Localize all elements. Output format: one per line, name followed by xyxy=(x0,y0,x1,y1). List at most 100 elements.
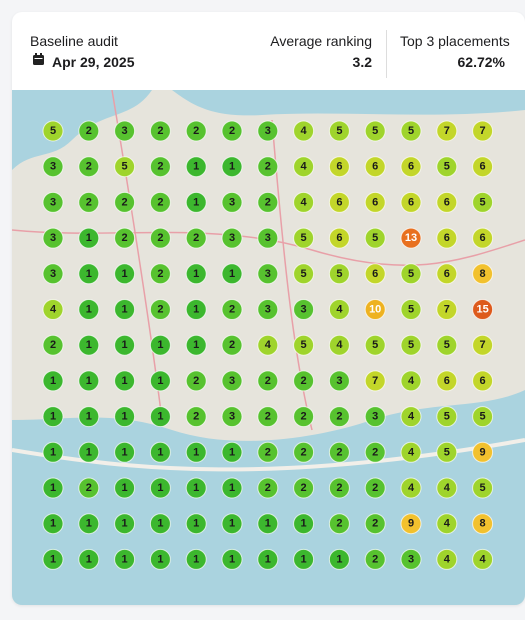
rank-marker xyxy=(42,334,64,356)
rank-marker xyxy=(328,548,350,570)
rank-marker xyxy=(42,120,64,142)
rank-label: 1 xyxy=(86,375,92,387)
rank-marker xyxy=(149,191,171,213)
average-value: 3.2 xyxy=(352,54,372,70)
rank-label: 7 xyxy=(444,304,450,316)
rank-marker xyxy=(42,299,64,320)
rank-label: 2 xyxy=(157,196,163,208)
rank-marker xyxy=(400,477,422,499)
rank-label: 5 xyxy=(372,125,378,137)
rank-label: 6 xyxy=(444,232,450,244)
rank-marker xyxy=(221,513,243,535)
rank-marker xyxy=(221,191,243,213)
rank-marker xyxy=(400,370,422,392)
rank-label: 8 xyxy=(480,518,486,530)
rank-marker xyxy=(78,513,100,535)
title: Baseline audit xyxy=(30,33,118,49)
rank-label: 2 xyxy=(265,446,271,458)
rank-label: 1 xyxy=(86,518,92,530)
rank-label: 2 xyxy=(372,482,378,494)
rank-label: 2 xyxy=(265,482,271,494)
rank-label: 3 xyxy=(50,268,56,280)
rank-label: 5 xyxy=(408,268,414,280)
rank-label: 1 xyxy=(193,161,199,173)
rank-label: 5 xyxy=(480,196,486,208)
rank-label: 5 xyxy=(301,232,307,244)
rank-label: 1 xyxy=(50,518,56,530)
rank-marker xyxy=(400,548,422,570)
rank-marker xyxy=(436,299,458,320)
rank-marker xyxy=(149,477,171,499)
rank-marker xyxy=(114,441,136,463)
rank-marker xyxy=(221,120,243,142)
rank-label: 2 xyxy=(193,232,199,244)
rank-marker xyxy=(114,227,136,249)
rank-label: 1 xyxy=(122,339,128,351)
rank-label: 1 xyxy=(301,553,307,565)
rank-marker xyxy=(257,263,279,285)
rank-label: 5 xyxy=(372,232,378,244)
rank-label: 7 xyxy=(444,125,450,137)
rank-label: 5 xyxy=(480,482,486,494)
rank-marker xyxy=(42,513,64,535)
rank-marker xyxy=(364,513,386,535)
rank-marker xyxy=(364,548,386,570)
rank-label: 2 xyxy=(86,125,92,137)
rank-label: 5 xyxy=(408,339,414,351)
rank-marker xyxy=(221,263,243,285)
rank-label: 6 xyxy=(408,161,414,173)
rank-marker xyxy=(400,120,422,142)
rank-marker xyxy=(472,299,494,320)
rank-label: 15 xyxy=(476,304,488,316)
rank-label: 1 xyxy=(86,304,92,316)
rank-label: 5 xyxy=(408,125,414,137)
rank-label: 1 xyxy=(336,553,342,565)
barrier-island xyxy=(12,438,525,472)
rank-label: 1 xyxy=(157,553,163,565)
rank-marker xyxy=(328,441,350,463)
rank-marker xyxy=(472,477,494,499)
rank-marker xyxy=(42,156,64,178)
rank-marker xyxy=(436,441,458,463)
rank-marker xyxy=(257,441,279,463)
rank-label: 1 xyxy=(86,268,92,280)
rank-label: 3 xyxy=(229,232,235,244)
rank-marker xyxy=(257,120,279,142)
rank-marker xyxy=(114,156,136,178)
rank-label: 4 xyxy=(301,125,308,137)
rank-label: 10 xyxy=(369,304,381,316)
rank-marker xyxy=(149,120,171,142)
rank-marker xyxy=(472,441,494,463)
rank-marker xyxy=(78,441,100,463)
rank-marker xyxy=(328,477,350,499)
rank-label: 6 xyxy=(372,268,378,280)
rank-label: 2 xyxy=(157,232,163,244)
rank-marker xyxy=(364,406,386,428)
map: 5 2 3 2 2 2 3 4 5 5 5 7 73 2 5 2 1 1 2 4 6 6 6 5 63 2 2 2 1 3 2 4 6 6 6 6 53… xyxy=(12,90,525,605)
rank-label: 1 xyxy=(86,446,92,458)
average-label: Average ranking xyxy=(270,33,372,49)
rank-marker xyxy=(400,191,422,213)
rank-label: 1 xyxy=(301,518,307,530)
calendar-icon xyxy=(33,53,44,65)
rank-label: 3 xyxy=(122,125,128,137)
rank-label: 6 xyxy=(444,268,450,280)
rank-label: 4 xyxy=(444,482,451,494)
rank-marker xyxy=(293,120,315,142)
rank-marker xyxy=(114,548,136,570)
rank-marker xyxy=(257,334,279,356)
rank-marker xyxy=(436,334,458,356)
rank-label: 1 xyxy=(86,553,92,565)
date: Apr 29, 2025 xyxy=(52,54,135,70)
rank-marker xyxy=(185,120,207,142)
rank-label: 2 xyxy=(193,411,199,423)
rank-label: 4 xyxy=(444,518,451,530)
rank-marker xyxy=(149,548,171,570)
rank-marker xyxy=(364,370,386,392)
rank-marker xyxy=(328,120,350,142)
rank-label: 1 xyxy=(86,411,92,423)
rank-marker xyxy=(114,370,136,392)
rank-marker xyxy=(78,299,100,320)
rank-label: 2 xyxy=(336,482,342,494)
rank-label: 4 xyxy=(408,375,415,387)
